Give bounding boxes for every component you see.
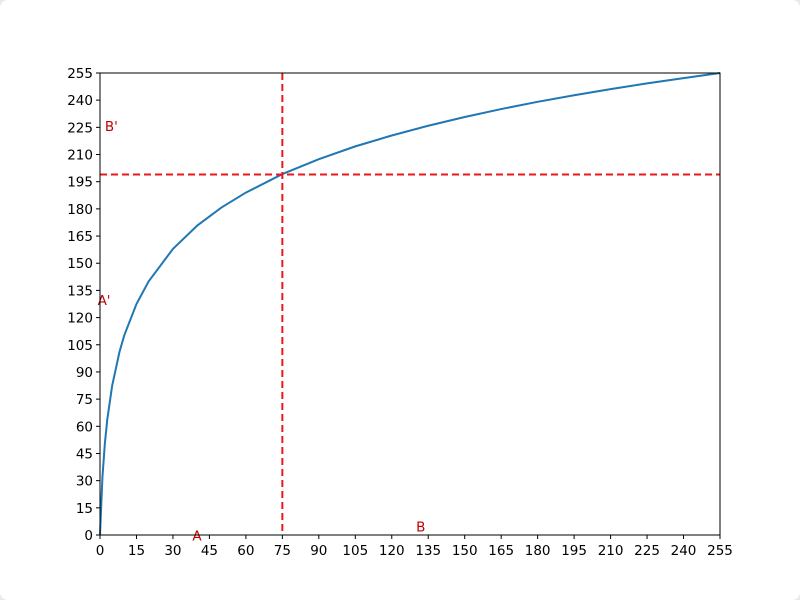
y-tick-label: 240	[67, 93, 93, 109]
x-tick-label: 120	[379, 543, 405, 559]
annotation: B'	[105, 119, 118, 135]
y-tick-label: 180	[67, 202, 93, 218]
plot-frame	[99, 72, 721, 536]
x-tick-label: 105	[342, 543, 368, 559]
data-line	[99, 72, 721, 536]
y-tick-label: 165	[67, 229, 93, 245]
x-tick-label: 0	[96, 543, 105, 559]
y-tick-label: 75	[76, 392, 93, 408]
x-tick-label: 135	[415, 543, 441, 559]
y-tick-label: 120	[67, 311, 93, 327]
y-tick-label: 90	[76, 365, 93, 381]
y-tick-label: 0	[84, 528, 93, 544]
x-tick-label: 90	[310, 543, 327, 559]
x-tick-label: 30	[164, 543, 181, 559]
y-tick-label: 255	[67, 66, 93, 82]
y-tick-label: 30	[76, 474, 93, 490]
y-tick-label: 105	[67, 338, 93, 354]
x-tick-label: 75	[274, 543, 291, 559]
x-tick-label: 225	[634, 543, 660, 559]
y-tick-label: 195	[67, 175, 93, 191]
x-tick-label: 210	[598, 543, 624, 559]
x-tick-label: 150	[452, 543, 478, 559]
x-tick-label: 180	[525, 543, 551, 559]
annotation: A'	[98, 293, 111, 309]
annotation: B	[416, 519, 425, 535]
x-tick-label: 195	[561, 543, 587, 559]
annotation: A	[192, 528, 202, 544]
y-tick-label: 45	[76, 446, 93, 462]
y-tick-label: 15	[76, 501, 93, 517]
y-tick-label: 135	[67, 283, 93, 299]
x-tick-label: 45	[201, 543, 218, 559]
x-tick-label: 240	[671, 543, 697, 559]
y-tick-label: 225	[67, 120, 93, 136]
x-tick-label: 165	[488, 543, 514, 559]
y-tick-label: 60	[76, 419, 93, 435]
x-tick-label: 255	[707, 543, 733, 559]
y-tick-label: 210	[67, 148, 93, 164]
y-tick-label: 150	[67, 256, 93, 272]
x-tick-label: 60	[237, 543, 254, 559]
x-tick-label: 15	[128, 543, 145, 559]
